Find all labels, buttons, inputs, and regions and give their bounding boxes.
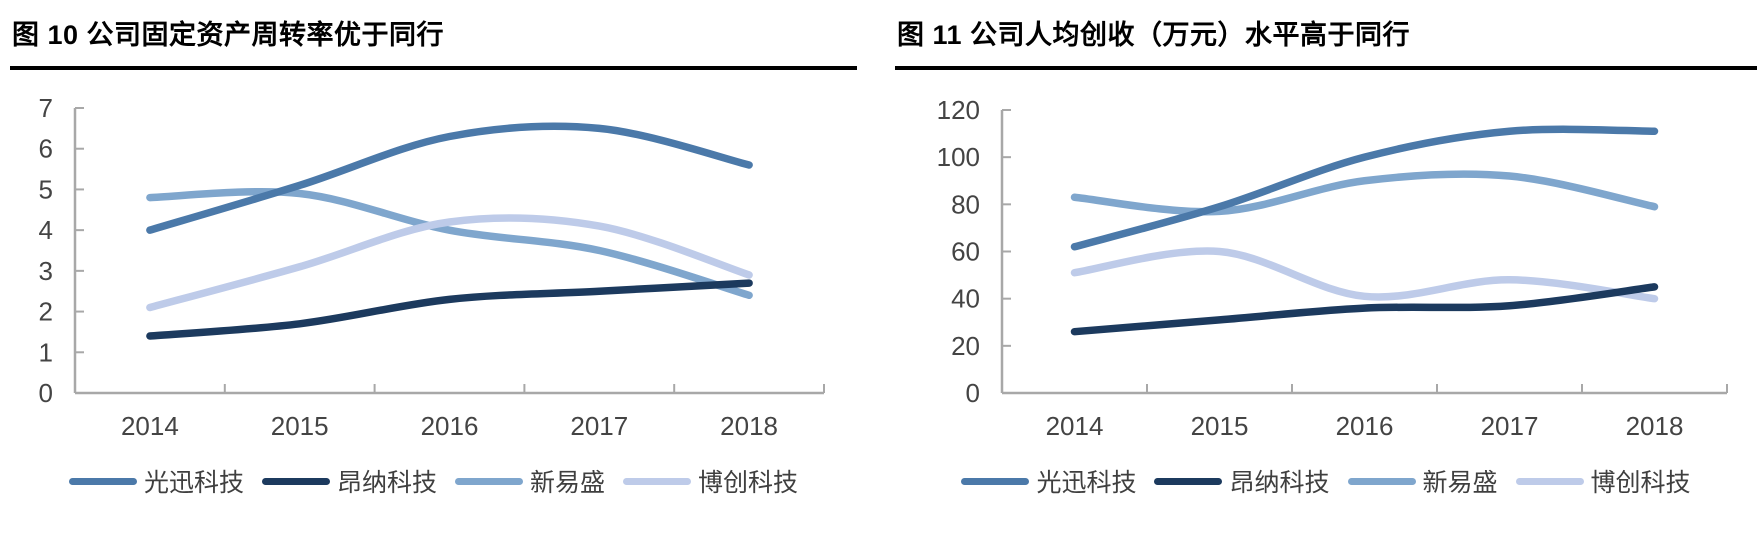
- x-tick-label: 2014: [121, 411, 179, 441]
- y-tick-label: 3: [39, 256, 53, 286]
- y-tick-label: 5: [39, 174, 53, 204]
- y-tick-label: 1: [39, 337, 53, 367]
- figure-10-legend: 光迅科技 昂纳科技 新易盛 博创科技: [10, 465, 857, 497]
- legend-swatch: [261, 477, 330, 485]
- figure-11-line-chart: 0 20 40 60 80 100 120 2014 2015 2016 2017 2018: [937, 95, 1728, 441]
- legend-label: 博创科技: [698, 469, 799, 497]
- legend-item-新易盛: 新易盛: [455, 463, 605, 499]
- x-tick-label: 2017: [1481, 411, 1539, 441]
- legend-label: 光迅科技: [1036, 469, 1137, 497]
- legend-swatch: [68, 477, 137, 485]
- legend-item-博创科技: 博创科技: [1515, 463, 1691, 499]
- legend-swatch: [1347, 477, 1416, 485]
- series-line-光迅科技: [1070, 125, 1659, 251]
- x-tick-label: 2015: [271, 411, 329, 441]
- legend-swatch: [623, 477, 692, 485]
- x-tick-label: 2018: [1626, 411, 1684, 441]
- series-line-博创科技: [1070, 247, 1659, 303]
- legend-label: 昂纳科技: [1229, 469, 1330, 497]
- series-line-新易盛: [1070, 170, 1659, 216]
- legend-swatch: [455, 477, 523, 485]
- x-tick-label: 2014: [1046, 411, 1104, 441]
- x-tick-label: 2015: [1191, 411, 1249, 441]
- series-line-光迅科技: [146, 122, 753, 234]
- y-tick-label: 60: [951, 237, 980, 267]
- series-line-昂纳科技: [1070, 283, 1659, 336]
- legend-label: 博创科技: [1590, 469, 1691, 497]
- figure-11-panel: 图 11 公司人均创收（万元）水平高于同行 0 20 40 60 80 100 120 201…: [895, 0, 1757, 497]
- series-line-新易盛: [146, 187, 753, 300]
- legend-swatch: [1154, 477, 1223, 485]
- legend-swatch: [961, 477, 1030, 485]
- x-tick-label: 2018: [720, 411, 778, 441]
- legend-label: 光迅科技: [143, 469, 244, 497]
- y-tick-label: 80: [951, 189, 980, 219]
- y-tick-label: 20: [951, 331, 980, 361]
- x-tick-label: 2017: [570, 411, 628, 441]
- figure-11-title: 图 11 公司人均创收（万元）水平高于同行: [895, 0, 1757, 70]
- series-line-博创科技: [146, 214, 753, 312]
- legend-item-新易盛: 新易盛: [1347, 463, 1498, 499]
- legend-label: 新易盛: [1422, 469, 1498, 497]
- figure-10-title: 图 10 公司固定资产周转率优于同行: [10, 0, 857, 70]
- x-tick-label: 2016: [421, 411, 479, 441]
- figure-11-legend: 光迅科技 昂纳科技 新易盛 博创科技: [895, 465, 1757, 497]
- x-tick-label: 2016: [1336, 411, 1394, 441]
- legend-swatch: [1515, 477, 1584, 485]
- y-tick-label: 40: [951, 284, 980, 314]
- figure-10-panel: 图 10 公司固定资产周转率优于同行 0 1 2 3 4 5 6 7 2014 2015 2016 2…: [10, 0, 857, 497]
- y-tick-label: 100: [937, 142, 980, 172]
- y-tick-label: 120: [937, 95, 980, 125]
- legend-item-光迅科技: 光迅科技: [961, 463, 1136, 499]
- legend-item-博创科技: 博创科技: [623, 463, 798, 499]
- legend-item-昂纳科技: 昂纳科技: [1154, 463, 1330, 499]
- legend-label: 新易盛: [530, 469, 606, 497]
- y-tick-label: 0: [39, 378, 53, 408]
- legend-item-昂纳科技: 昂纳科技: [261, 463, 437, 499]
- series-line-昂纳科技: [146, 279, 753, 340]
- y-tick-label: 2: [39, 297, 53, 327]
- legend-item-光迅科技: 光迅科技: [68, 463, 244, 499]
- figure-10-line-chart: 0 1 2 3 4 5 6 7 2014 2015 2016 2017 2018: [39, 93, 825, 441]
- y-tick-label: 7: [39, 93, 53, 123]
- legend-label: 昂纳科技: [336, 469, 437, 497]
- y-tick-label: 4: [39, 215, 53, 245]
- y-tick-label: 6: [39, 134, 53, 164]
- y-tick-label: 0: [966, 378, 980, 408]
